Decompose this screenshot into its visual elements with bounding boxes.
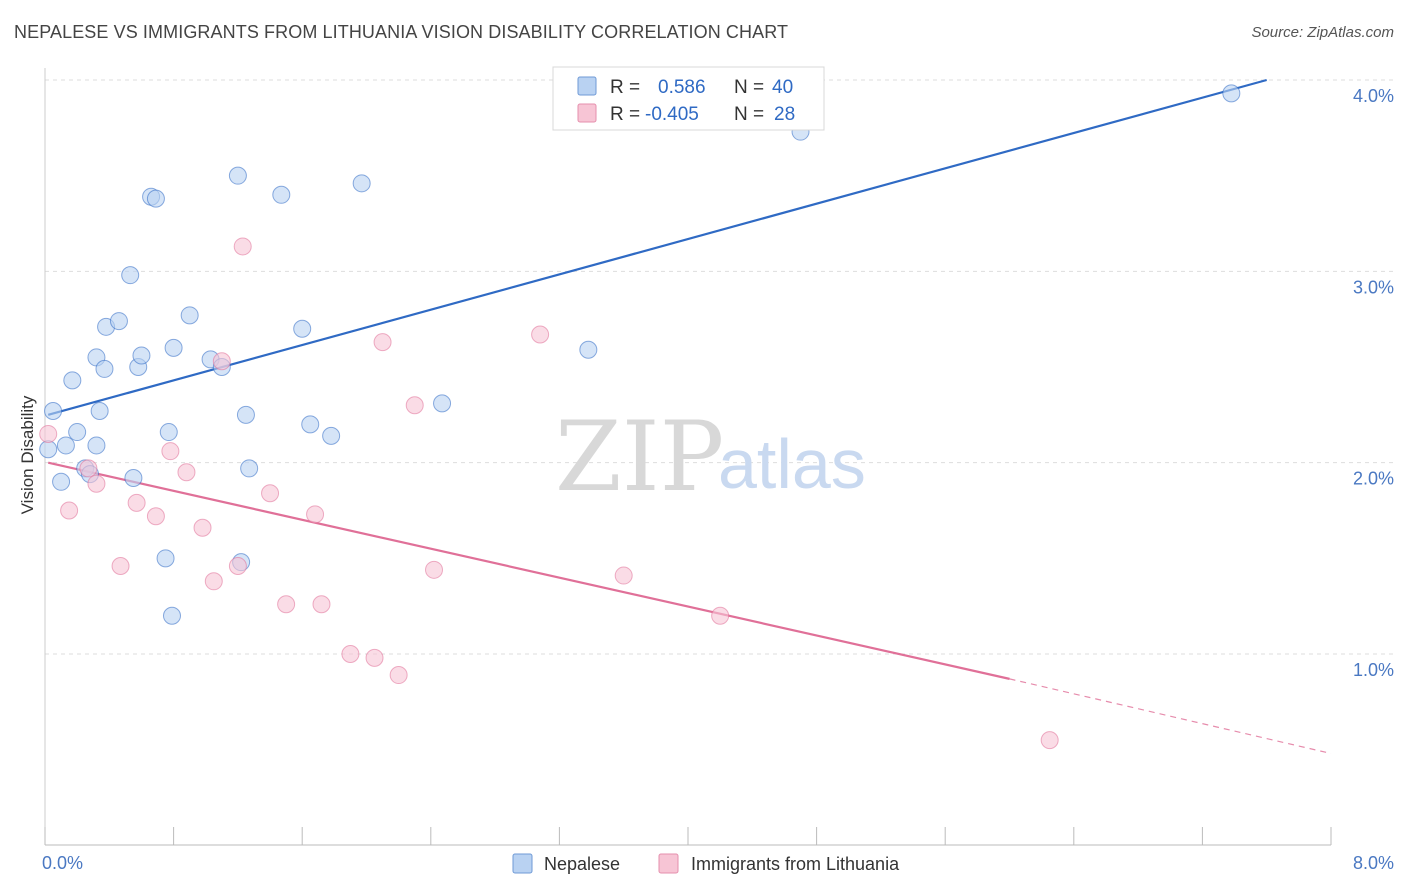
data-point-lithuania [312, 595, 331, 614]
data-point-lithuania [161, 442, 180, 461]
data-point-lithuania [146, 507, 165, 526]
data-point-lithuania [277, 595, 296, 614]
series-legend-swatch-lithuania [658, 853, 679, 874]
data-point-lithuania [228, 556, 247, 575]
data-point-lithuania [306, 505, 325, 524]
data-point-nepalese [433, 394, 452, 413]
y-tick-label: 4.0% [1353, 86, 1394, 106]
data-point-lithuania [60, 501, 79, 520]
data-point-lithuania [405, 396, 424, 415]
trend-line-extension [1009, 678, 1332, 755]
data-point-lithuania [39, 424, 58, 443]
stats-legend-n-label: N = [734, 77, 764, 98]
data-point-lithuania [87, 474, 106, 493]
data-point-nepalese [272, 185, 291, 204]
y-tick-labels: 1.0% 2.0% 3.0% 4.0% [1353, 86, 1394, 680]
series-legend-label-nepalese: Nepalese [544, 854, 620, 874]
data-point-nepalese [162, 606, 181, 625]
data-point-lithuania [1040, 731, 1059, 750]
data-point-nepalese [132, 346, 151, 365]
stats-legend-r-label: R = [610, 104, 640, 125]
watermark-atlas: atlas [718, 425, 866, 503]
data-point-nepalese [240, 459, 259, 478]
data-point-nepalese [44, 402, 63, 421]
data-point-nepalese [228, 166, 247, 185]
stats-legend-r-label: R = [610, 77, 640, 98]
y-tick-label: 3.0% [1353, 277, 1394, 297]
stats-legend-n-value: 40 [772, 77, 793, 98]
data-point-lithuania [531, 325, 550, 344]
data-point-nepalese [236, 405, 255, 424]
data-point-nepalese [352, 174, 371, 193]
data-point-nepalese [159, 423, 178, 442]
stats-legend-r-value: 0.586 [658, 77, 706, 98]
watermark-zip: ZIP [555, 401, 724, 513]
y-tick-label: 2.0% [1353, 469, 1394, 489]
stats-legend-n-value: 28 [774, 104, 795, 125]
data-point-nepalese [95, 359, 114, 378]
y-axis-label: Vision Disability [18, 395, 37, 514]
data-point-lithuania [425, 560, 444, 579]
data-point-lithuania [177, 463, 196, 482]
data-point-nepalese [322, 426, 341, 445]
x-tick-label: 8.0% [1353, 853, 1394, 873]
data-point-nepalese [63, 371, 82, 390]
stats-legend-box [552, 66, 825, 131]
series-legend-label-lithuania: Immigrants from Lithuania [691, 854, 900, 874]
stats-legend-n-label: N = [734, 104, 764, 125]
stats-legend: R = 0.586 N = 40 R = -0.405 N = 28 [552, 66, 825, 131]
data-point-lithuania [261, 484, 280, 503]
data-point-nepalese [164, 338, 183, 357]
trend-lines [47, 78, 1332, 755]
trend-line-lithuania [47, 461, 1010, 680]
data-point-lithuania [193, 518, 212, 537]
data-point-lithuania [79, 459, 98, 478]
data-point-nepalese [146, 189, 165, 208]
data-point-lithuania [212, 352, 231, 371]
data-point-nepalese [156, 549, 175, 568]
data-point-lithuania [373, 333, 392, 352]
x-tick-label: 0.0% [42, 853, 83, 873]
data-point-nepalese [293, 319, 312, 338]
data-point-nepalese [124, 468, 143, 487]
data-point-lithuania [365, 648, 384, 667]
chart-source: Source: ZipAtlas.com [1251, 24, 1394, 41]
data-point-nepalese [39, 440, 58, 459]
data-point-nepalese [121, 266, 140, 285]
data-point-lithuania [341, 645, 360, 663]
data-point-nepalese [579, 340, 598, 359]
series-legend-swatch-nepalese [512, 853, 533, 874]
data-point-nepalese [1222, 84, 1241, 103]
data-point-nepalese [90, 402, 109, 421]
data-points [39, 84, 1241, 750]
series-legend: Nepalese Immigrants from Lithuania [512, 853, 900, 874]
data-point-lithuania [711, 606, 730, 625]
data-point-nepalese [180, 306, 199, 325]
data-point-lithuania [111, 556, 130, 575]
trend-line-nepalese [47, 78, 1267, 416]
data-point-nepalese [68, 423, 87, 442]
axes [44, 68, 1332, 846]
x-tick-labels: 0.0% 8.0% [42, 853, 1394, 873]
data-point-lithuania [233, 237, 252, 256]
data-point-nepalese [87, 436, 106, 455]
chart-title: NEPALESE VS IMMIGRANTS FROM LITHUANIA VI… [14, 22, 789, 42]
stats-legend-swatch-nepalese [577, 76, 597, 96]
data-point-nepalese [56, 436, 75, 455]
data-point-nepalese [109, 312, 128, 331]
data-point-lithuania [614, 566, 633, 585]
stats-legend-swatch-lithuania [577, 103, 597, 123]
data-point-lithuania [389, 666, 408, 685]
y-tick-label: 1.0% [1353, 660, 1394, 680]
stats-legend-r-value: -0.405 [645, 104, 699, 125]
data-point-nepalese [301, 415, 320, 434]
data-point-lithuania [127, 493, 146, 512]
data-point-nepalese [52, 472, 71, 491]
data-point-lithuania [204, 572, 223, 591]
